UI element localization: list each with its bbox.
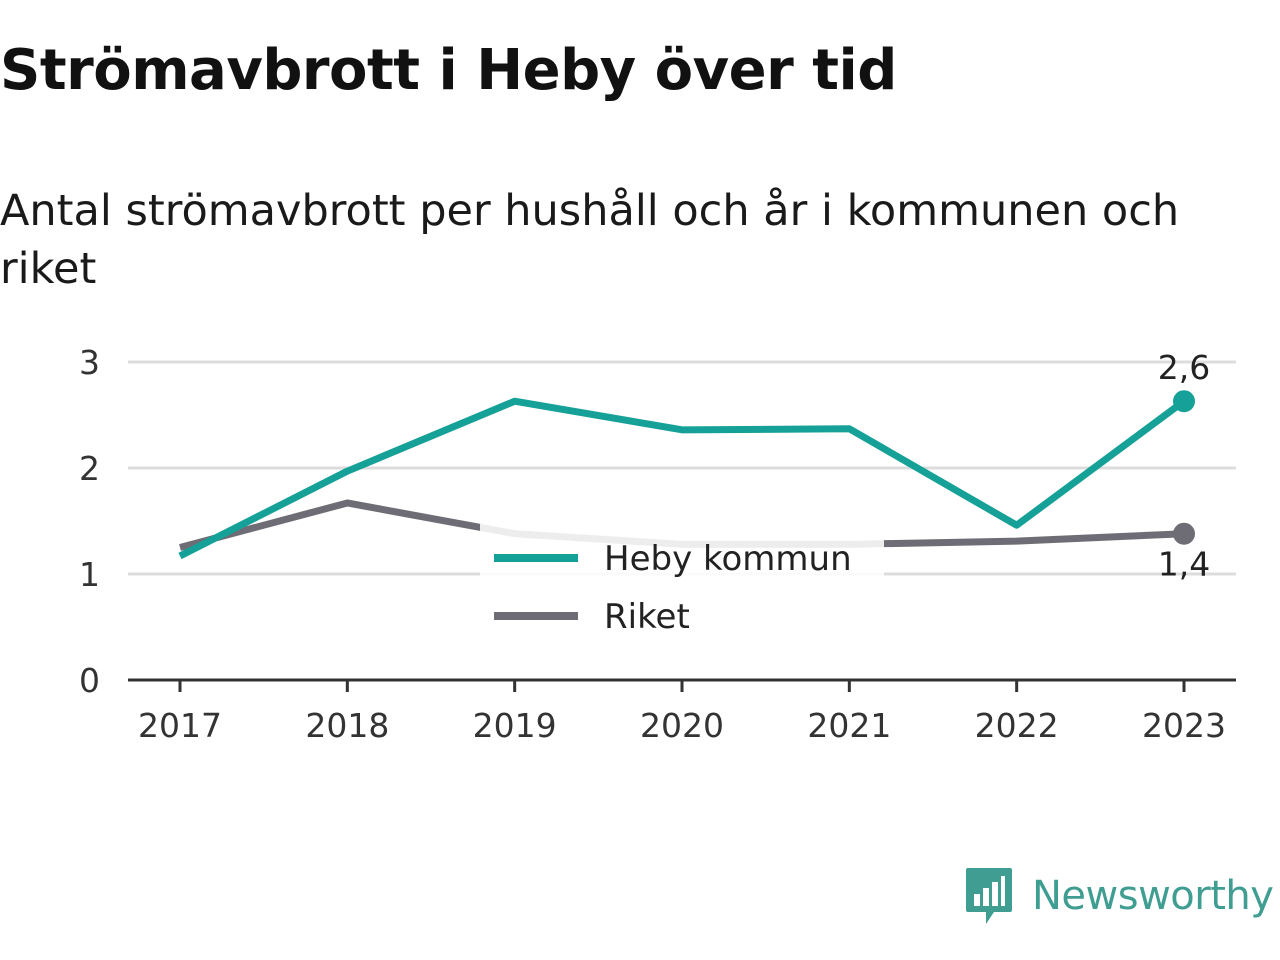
x-tick-label: 2023 <box>1142 706 1226 745</box>
chart-subtitle: Antal strömavbrott per hushåll och år i … <box>0 186 1180 294</box>
chart-title: Strömavbrott i Heby över tid <box>0 38 897 103</box>
end-point <box>1173 390 1195 413</box>
y-tick-label: 1 <box>79 555 100 594</box>
y-tick-label: 3 <box>79 343 100 382</box>
legend: Heby kommun Riket <box>480 524 884 644</box>
legend-label: Heby kommun <box>604 539 852 579</box>
legend-background <box>480 524 884 644</box>
x-tick-label: 2018 <box>305 706 389 745</box>
brand-name: Newsworthy <box>1032 873 1274 919</box>
x-tick-label: 2022 <box>975 706 1059 745</box>
x-tick-label: 2021 <box>807 706 891 745</box>
y-axis: 0 1 2 3 <box>79 343 100 700</box>
x-tick-label: 2017 <box>138 706 222 745</box>
x-tick-label: 2019 <box>473 706 557 745</box>
end-point <box>1173 522 1195 545</box>
x-axis: 2017 2018 2019 2020 2021 2022 2023 <box>128 678 1236 745</box>
bar-chart-speech-bubble-icon <box>966 868 1012 924</box>
series-line-0 <box>178 397 1187 560</box>
data-label: 2,6 <box>1158 348 1210 387</box>
legend-label: Riket <box>604 597 690 637</box>
y-tick-label: 0 <box>79 661 100 700</box>
end-points: 2,6 1,4 <box>1158 348 1210 583</box>
newsworthy-logo: Newsworthy <box>964 866 1274 926</box>
data-label: 1,4 <box>1158 545 1210 584</box>
y-tick-label: 2 <box>79 449 100 488</box>
x-tick-label: 2020 <box>640 706 724 745</box>
